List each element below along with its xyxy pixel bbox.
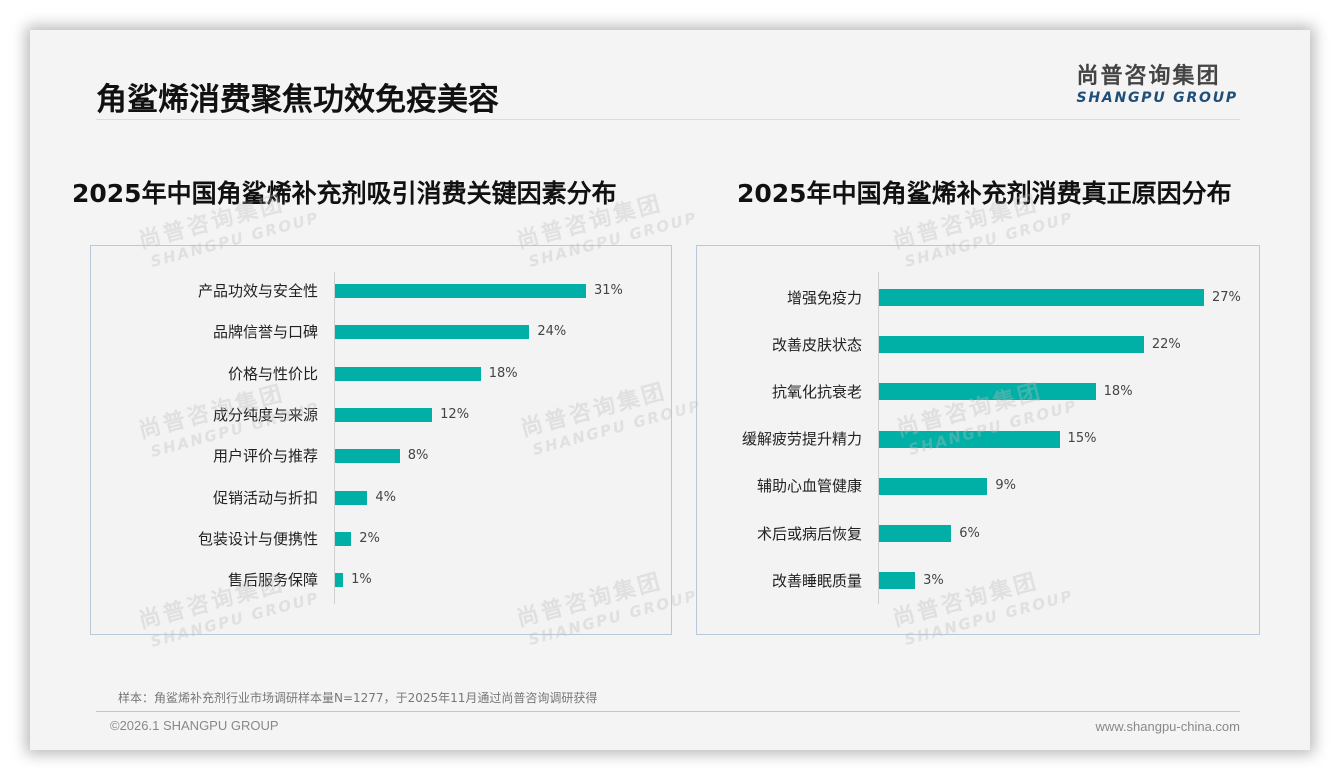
bar[interactable] [335, 490, 368, 505]
bar[interactable] [879, 289, 1204, 306]
category-label: 辅助心血管健康 [756, 477, 862, 496]
website-link[interactable]: www.shangpu-china.com [1095, 719, 1240, 734]
value-label: 18% [1103, 383, 1133, 399]
bar[interactable] [879, 477, 988, 495]
bar[interactable] [879, 572, 916, 590]
bar[interactable] [335, 449, 400, 464]
category-axis [334, 272, 335, 604]
chart-title-right: 2025年中国角鲨烯补充剂消费真正原因分布 [737, 179, 1232, 208]
chart-panel-right: 增强免疫力 27% 改善皮肤状态 22% 抗氧化抗衰老 18% 缓解疲劳提升精力 15% 辅助心… [696, 245, 1260, 635]
category-label: 术后或病后恢复 [756, 524, 862, 543]
value-label: 8% [407, 448, 429, 464]
category-label: 改善睡眠质量 [771, 571, 862, 590]
category-label: 品牌信誉与口碑 [212, 323, 318, 342]
value-label: 9% [995, 478, 1016, 494]
category-label: 成分纯度与来源 [212, 405, 318, 424]
chart-panel-left: 产品功效与安全性 31% 品牌信誉与口碑 24% 价格与性价比 18% 成分纯度与来源 12%… [90, 245, 672, 635]
bar[interactable] [879, 336, 1144, 354]
category-label: 促销活动与折扣 [212, 488, 318, 507]
logo-cn-text: 尚普咨询集团 [1076, 64, 1221, 89]
title-divider [96, 119, 1240, 120]
value-label: 31% [594, 283, 623, 298]
bar[interactable] [879, 430, 1060, 448]
slide: 角鲨烯消费聚焦功效免疫美容 尚普咨询集团 SHANGPU GROUP 2025年… [30, 30, 1310, 750]
footer-divider [96, 711, 1240, 712]
value-label: 24% [537, 324, 567, 340]
value-label: 22% [1151, 336, 1181, 352]
copyright: ©2026.1 SHANGPU GROUP [110, 718, 279, 733]
bar[interactable] [335, 366, 481, 381]
value-label: 12% [440, 406, 470, 422]
category-axis [878, 272, 879, 604]
bar[interactable] [335, 531, 352, 546]
category-label: 增强免疫力 [786, 288, 862, 307]
value-label: 18% [488, 365, 518, 381]
sample-note: 样本：角鲨烯补充剂行业市场调研样本量N=1277，于2025年11月通过尚普咨询… [118, 691, 598, 705]
bar[interactable] [335, 284, 586, 298]
bar[interactable] [879, 525, 952, 542]
value-label: 15% [1067, 431, 1097, 447]
value-label: 2% [359, 530, 380, 546]
category-label: 缓解疲劳提升精力 [741, 430, 862, 449]
page-title: 角鲨烯消费聚焦功效免疫美容 [96, 82, 499, 118]
category-label: 价格与性价比 [227, 364, 318, 383]
bar[interactable] [335, 573, 344, 588]
category-label: 包装设计与便携性 [197, 529, 318, 548]
category-label: 抗氧化抗衰老 [771, 382, 862, 401]
value-label: 27% [1212, 289, 1241, 305]
bar[interactable] [335, 407, 433, 422]
brand-logo: 尚普咨询集团 SHANGPU GROUP [1076, 64, 1238, 106]
chart-title-left: 2025年中国角鲨烯补充剂吸引消费关键因素分布 [72, 179, 617, 208]
value-label: 4% [375, 489, 396, 505]
value-label: 3% [923, 572, 944, 588]
bar[interactable] [879, 383, 1096, 401]
category-label: 售后服务保障 [227, 571, 318, 590]
bar[interactable] [335, 325, 530, 340]
value-label: 1% [351, 572, 372, 588]
value-label: 6% [959, 525, 980, 541]
logo-en-text: SHANGPU GROUP [1076, 90, 1238, 106]
category-label: 用户评价与推荐 [212, 447, 318, 466]
category-label: 改善皮肤状态 [771, 335, 862, 354]
category-label: 产品功效与安全性 [197, 282, 318, 300]
